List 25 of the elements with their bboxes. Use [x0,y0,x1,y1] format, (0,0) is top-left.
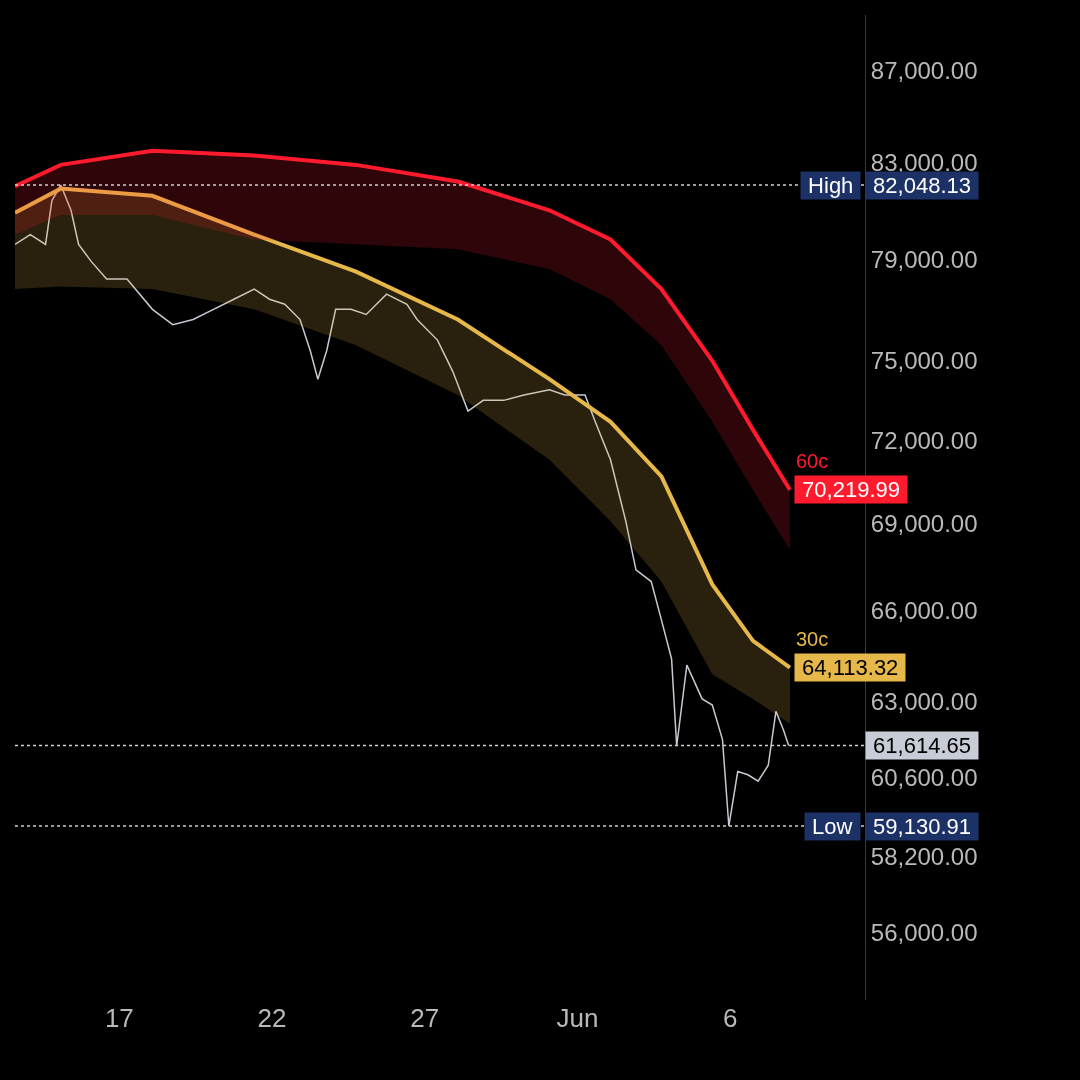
y-tick-label: 58,200.00 [870,843,978,871]
text: 82,048.13 [867,173,978,198]
y-tick-label: 79,000.00 [870,245,978,273]
y-tick-label: 56,000.00 [870,918,978,946]
ref-line-label: High [802,173,860,198]
text: 59,130.91 [867,814,978,839]
x-tick-label: 17 [104,1003,134,1033]
x-tick-label: 27 [410,1003,440,1033]
y-tick-label: 69,000.00 [870,510,978,538]
x-tick-label: Jun [556,1003,599,1033]
y-tick-label: 72,000.00 [870,427,978,455]
y-tick-label: 75,000.00 [870,347,978,375]
ref-line-label: Low [806,814,859,839]
y-tick-label: 63,000.00 [870,688,978,716]
x-tick-label: 22 [257,1003,287,1033]
y-tick-label: 60,600.00 [870,764,978,792]
y-tick-label: 66,000.00 [870,597,978,625]
y-tick-label: 87,000.00 [870,56,978,84]
data-label: 64,113.32 [796,655,905,680]
y-tick-label: 83,000.00 [870,148,978,176]
data-label: 70,219.99 [796,477,907,502]
series-label: 60c [796,450,829,472]
x-tick-label: 6 [722,1003,738,1033]
series-label: 30c [796,628,829,650]
text: 61,614.65 [867,733,978,758]
